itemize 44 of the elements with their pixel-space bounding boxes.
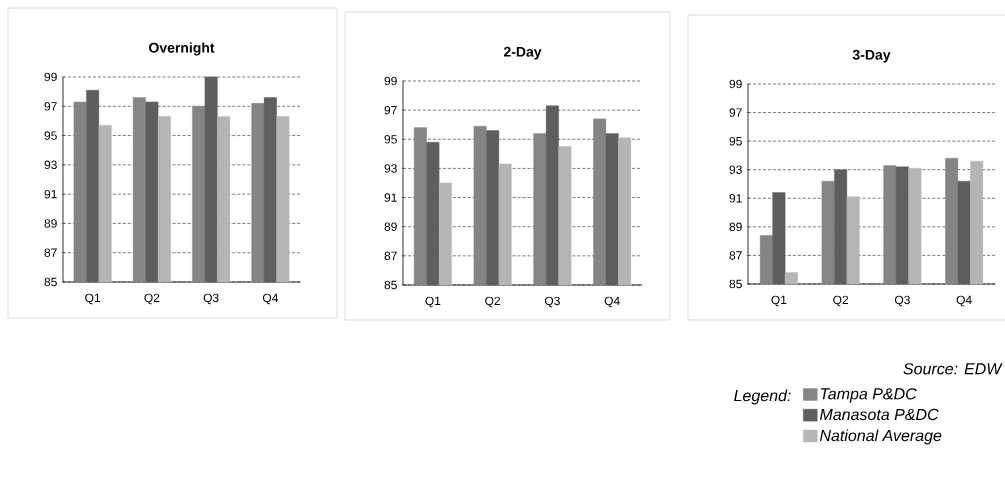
y-tick-label: 85 <box>384 280 397 290</box>
legend-label: National Average <box>819 429 942 445</box>
y-tick-label: 95 <box>44 131 57 140</box>
y-tick-label: 95 <box>384 135 397 144</box>
y-tick-label: 87 <box>44 248 57 257</box>
y-tick-label: 99 <box>44 72 57 82</box>
y-tick-label: 89 <box>729 222 742 232</box>
y-tick-label: 89 <box>384 222 397 231</box>
y-tick-label: 97 <box>729 108 742 117</box>
x-tick-label: Q4 <box>604 296 620 308</box>
x-tick-label: Q2 <box>833 295 849 307</box>
y-tick-label: 99 <box>729 79 742 89</box>
y-tick-label: 99 <box>384 76 397 86</box>
y-tick-label: 85 <box>44 277 57 287</box>
x-tick-label: Q2 <box>485 296 501 308</box>
chart-title: Overnight <box>149 42 215 56</box>
y-tick-label: 97 <box>44 102 57 111</box>
y-tick-label: 85 <box>729 279 742 289</box>
x-tick-label: Q1 <box>85 293 101 305</box>
x-tick-label: Q2 <box>144 293 160 305</box>
source-note: Source: EDW <box>903 363 1003 375</box>
legend-label: Manasota P&DC <box>819 408 939 421</box>
legend-title: Legend: <box>734 389 791 405</box>
x-tick-label: Q3 <box>894 295 910 307</box>
y-tick-label: 91 <box>729 194 742 203</box>
y-tick-label: 87 <box>729 251 742 260</box>
x-tick-label: Q3 <box>544 296 560 308</box>
y-tick-label: 87 <box>384 251 397 261</box>
y-tick-label: 93 <box>729 165 742 174</box>
y-tick-label: 91 <box>44 189 57 199</box>
x-tick-label: Q4 <box>262 293 279 305</box>
y-tick-label: 97 <box>384 105 397 115</box>
y-tick-label: 93 <box>384 164 397 173</box>
y-tick-label: 91 <box>384 193 397 202</box>
x-tick-label: Q1 <box>771 295 787 307</box>
x-tick-label: Q1 <box>425 296 441 308</box>
chart-title: 2-Day <box>503 46 542 60</box>
y-tick-label: 89 <box>44 219 57 228</box>
x-tick-label: Q3 <box>203 293 219 305</box>
y-tick-label: 93 <box>44 160 57 170</box>
chart-title: 3-Day <box>852 49 891 63</box>
x-tick-label: Q4 <box>956 295 972 307</box>
legend-label: Tampa P&DC <box>820 388 917 403</box>
y-tick-label: 95 <box>729 136 742 146</box>
